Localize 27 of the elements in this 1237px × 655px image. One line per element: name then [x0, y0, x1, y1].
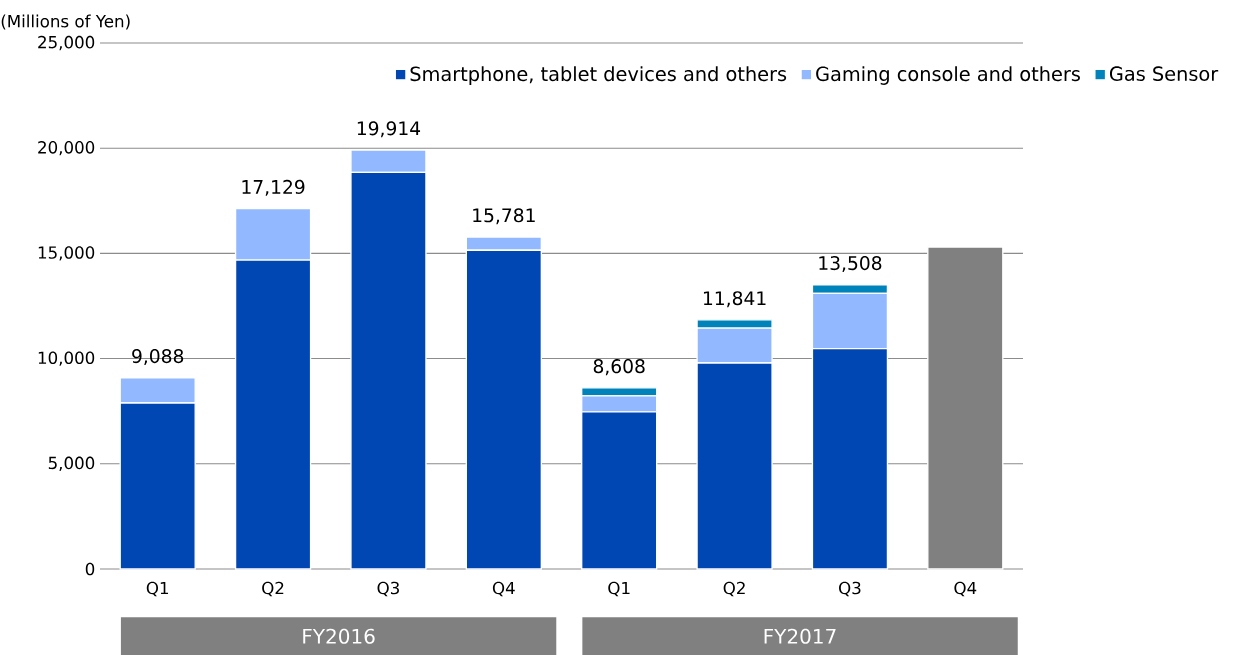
x-tick-label: Q4 — [954, 581, 977, 597]
total-label: 15,781 — [473, 208, 535, 225]
total-label: 19,914 — [357, 121, 421, 138]
x-tick-label: Q2 — [723, 581, 745, 597]
x-tick-label: Q4 — [492, 581, 515, 597]
legend-label: Smartphone, tablet devices and others — [410, 66, 787, 85]
text: FY2017 — [764, 628, 836, 644]
total-label: 9,088 — [132, 348, 184, 365]
x-tick-label: Q3 — [839, 581, 861, 597]
y-tick-label: 15,000 — [38, 246, 95, 261]
x-tick-label: Q1 — [146, 581, 169, 597]
x-tick-label: Q2 — [262, 581, 284, 597]
total-label: 8,608 — [593, 358, 645, 375]
total-label: 13,508 — [819, 255, 882, 272]
x-tick-label: Q3 — [377, 581, 399, 597]
legend-label: Gas Sensor — [1109, 66, 1219, 81]
text: FY2016 — [303, 628, 375, 644]
total-label: 17,129 — [242, 179, 305, 196]
y-axis-title: (Millions of Yen) — [1, 14, 130, 30]
y-tick-label: 20,000 — [38, 140, 95, 156]
y-tick-label: 0 — [85, 562, 95, 576]
y-tick-label: 5,000 — [48, 456, 95, 471]
y-tick-label: 25,000 — [38, 35, 95, 51]
legend-label: Gaming console and others — [816, 66, 1080, 85]
x-tick-label: Q1 — [608, 581, 630, 597]
y-tick-label: 10,000 — [38, 351, 95, 366]
total-label: 11,841 — [703, 291, 766, 308]
